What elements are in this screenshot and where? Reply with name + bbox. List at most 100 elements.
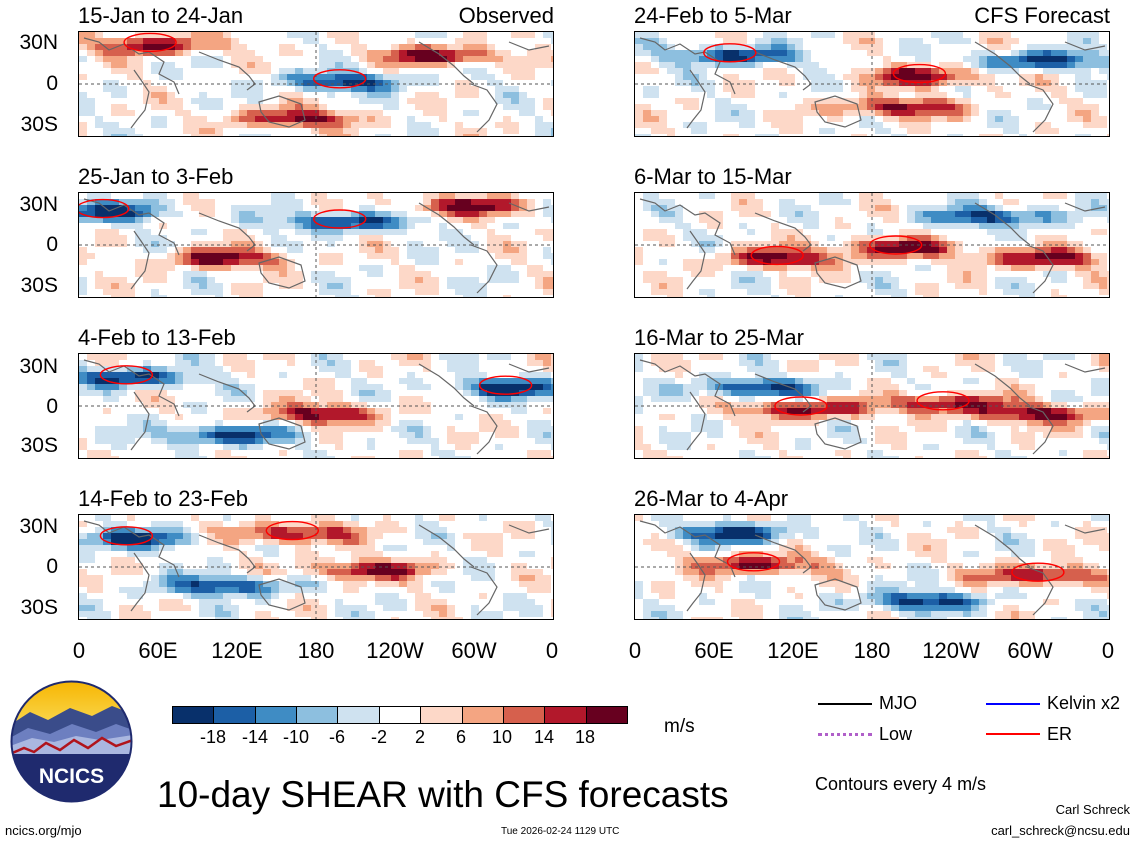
shear-cell (247, 533, 256, 540)
shear-cell (367, 593, 376, 600)
shear-cell (111, 283, 120, 290)
shear-cell (431, 426, 440, 433)
shear-cell (151, 241, 160, 248)
shear-cell (303, 277, 312, 284)
shear-cell (511, 122, 520, 129)
shear-cell (191, 456, 200, 458)
shear-cell (391, 432, 400, 439)
shear-cell (543, 247, 552, 254)
shear-cell (391, 134, 400, 136)
shear-cell (803, 50, 812, 57)
shear-cell (207, 432, 216, 439)
shear-cell (527, 396, 536, 403)
shear-cell (503, 545, 512, 552)
shear-cell (79, 432, 88, 439)
coastline (83, 198, 180, 256)
shear-cell (691, 68, 700, 75)
shear-cell (407, 414, 416, 421)
shear-cell (207, 223, 216, 230)
shear-cell (127, 199, 136, 206)
shear-cell (247, 50, 256, 57)
shear-cell (103, 128, 112, 135)
shear-cell (135, 533, 144, 540)
shear-cell (175, 372, 184, 379)
shear-cell (351, 521, 360, 528)
shear-cell (287, 277, 296, 284)
shear-cell (527, 98, 536, 105)
shear-cell (375, 92, 384, 99)
lat-label-0-row2: 0 (46, 233, 58, 256)
shear-cell (511, 241, 520, 248)
shear-cell (207, 527, 216, 534)
shear-cell (779, 86, 788, 93)
shear-cell (247, 295, 256, 297)
shear-cell (415, 551, 424, 558)
shear-cell (899, 44, 908, 51)
shear-cell (527, 80, 536, 87)
shear-cell (223, 62, 232, 69)
shear-cell (367, 539, 376, 546)
shear-cell (327, 289, 336, 296)
shear-cell (231, 74, 240, 81)
shear-cell (383, 557, 392, 564)
shear-cell (327, 193, 336, 200)
shear-cell (503, 396, 512, 403)
shear-cell (151, 44, 160, 51)
shear-cell (319, 515, 328, 522)
shear-cell (715, 32, 724, 39)
shear-cell (423, 408, 432, 415)
shear-cell (175, 539, 184, 546)
shear-cell (287, 74, 296, 81)
shear-cell (247, 98, 256, 105)
shear-cell (399, 605, 408, 612)
shear-cell (423, 372, 432, 379)
shear-cell (239, 122, 248, 129)
shear-cell (319, 527, 328, 534)
shear-cell (543, 110, 552, 117)
shear-cell (527, 116, 536, 123)
shear-cell (215, 38, 224, 45)
shear-cell (723, 44, 732, 51)
shear-cell (183, 599, 192, 606)
shear-cell (359, 289, 368, 296)
shear-cell (463, 605, 472, 612)
shear-cell (495, 50, 504, 57)
shear-cell (199, 116, 208, 123)
shear-cell (287, 193, 296, 200)
shear-cell (415, 557, 424, 564)
shear-cell (215, 402, 224, 409)
shear-cell (359, 241, 368, 248)
shear-cell (1075, 74, 1084, 81)
shear-cell (423, 211, 432, 218)
shear-cell (135, 372, 144, 379)
shear-cell (295, 444, 304, 451)
shear-cell (79, 581, 88, 588)
shear-cell (271, 50, 280, 57)
shear-cell (383, 277, 392, 284)
shear-cell (731, 32, 740, 39)
shear-cell (667, 56, 676, 63)
shear-cell (255, 235, 264, 242)
shear-cell (207, 38, 216, 45)
shear-cell (287, 521, 296, 528)
shear-cell (963, 62, 972, 69)
shear-cell (215, 86, 224, 93)
shear-cell (327, 438, 336, 445)
shear-cell (79, 599, 88, 606)
shear-cell (391, 420, 400, 427)
shear-cell (979, 32, 988, 39)
shear-cell (399, 229, 408, 236)
shear-cell (191, 581, 200, 588)
shear-cell (199, 44, 208, 51)
shear-cell (407, 104, 416, 111)
shear-cell (987, 68, 996, 75)
shear-cell (399, 134, 408, 136)
shear-cell (447, 217, 456, 224)
shear-cell (271, 539, 280, 546)
shear-cell (375, 426, 384, 433)
shear-cell (543, 545, 552, 552)
shear-cell (79, 396, 88, 403)
shear-cell (843, 50, 852, 57)
shear-cell (287, 372, 296, 379)
shear-cell (987, 86, 996, 93)
